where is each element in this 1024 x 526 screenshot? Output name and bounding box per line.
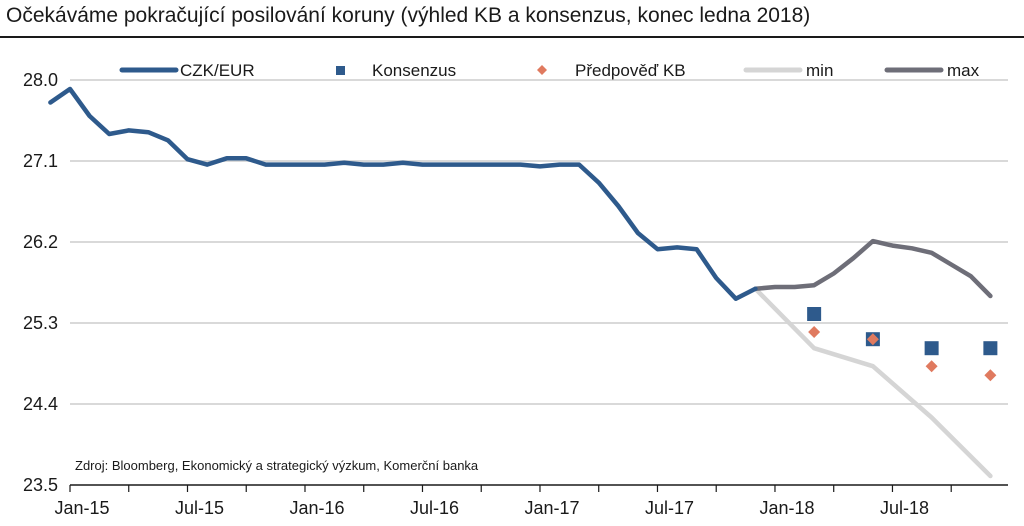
y-tick-label: 25.3 (23, 313, 58, 333)
x-tick-label: Jul-15 (175, 498, 224, 518)
title-divider (0, 36, 1024, 38)
legend-label-min: min (806, 61, 833, 80)
x-tick-label: Jan-18 (759, 498, 814, 518)
konsenzus-point (983, 341, 998, 356)
legend-swatch-p-edpov-kb (537, 65, 547, 75)
legend-label-czk-eur: CZK/EUR (180, 61, 255, 80)
series-line-czk-eur (48, 86, 758, 301)
chart-title: Očekáváme pokračující posilování koruny … (6, 4, 811, 27)
source-note: Zdroj: Bloomberg, Ekonomický a strategic… (75, 458, 479, 473)
gridlines (70, 79, 1008, 405)
x-tick-label: Jul-18 (880, 498, 929, 518)
legend-label-konsenzus: Konsenzus (372, 61, 456, 80)
axes: 28.0 27.1 26.2 25.3 24.4 23.5 Jan-15 Jul-15 Jan-… (23, 70, 1008, 518)
x-tick-label: Jul-16 (410, 498, 459, 518)
series-line-max (753, 238, 993, 299)
predpoved-kb-point (866, 333, 879, 346)
predpoved-kb-point (925, 360, 938, 373)
predpoved-kb-point (808, 326, 821, 338)
legend-label-max: max (947, 61, 980, 80)
legend: CZK/EUR Konsenzus Předpověď KB min max (119, 61, 980, 80)
x-tick-label: Jul-17 (645, 498, 694, 518)
konsenzus-point (924, 341, 939, 356)
y-tick-label: 24.4 (23, 394, 58, 414)
series-line-min (753, 286, 993, 479)
y-tick-label: 27.1 (23, 151, 58, 171)
x-tick-label: Jan-15 (54, 498, 109, 518)
y-tick-label: 23.5 (23, 475, 58, 495)
predpoved-kb-point (984, 369, 997, 382)
konsenzus-point (807, 307, 822, 321)
legend-label-p-edpov-kb: Předpověď KB (575, 61, 686, 80)
y-tick-label: 28.0 (23, 70, 58, 90)
legend-swatch-konsenzus (336, 66, 345, 75)
series (48, 86, 998, 479)
x-tick-label: Jan-17 (524, 498, 579, 518)
x-tick-label: Jan-16 (289, 498, 344, 518)
y-tick-label: 26.2 (23, 232, 58, 252)
